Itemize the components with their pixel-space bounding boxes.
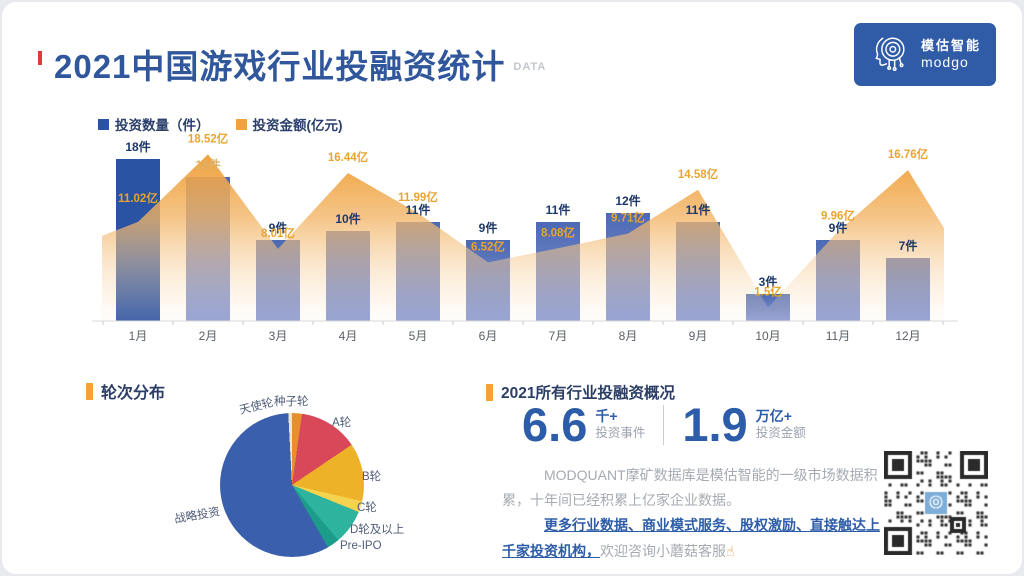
amount-value-label: 14.58亿 xyxy=(678,167,719,181)
bar-value-label: 11件 xyxy=(686,202,711,217)
brain-head-icon xyxy=(869,30,913,79)
stat-unit: 千+ xyxy=(595,408,618,424)
stat-investment-events: 6.6 千+ 投资事件 xyxy=(522,398,646,451)
bar-value-label: 3件 xyxy=(759,274,778,289)
legend-label-amount: 投资金额(亿元) xyxy=(252,118,343,133)
bar-value-label: 11件 xyxy=(546,202,571,217)
pie-label-6: Pre-IPO xyxy=(340,540,382,552)
x-axis-label: 12月 xyxy=(895,329,920,343)
legend-item-amount: 投资金额(亿元) xyxy=(235,114,343,134)
amount-value-label: 16.76亿 xyxy=(888,147,929,161)
bar-value-label: 11件 xyxy=(406,202,431,217)
x-axis-label: 4月 xyxy=(339,329,358,343)
pie-section-title: 轮次分布 xyxy=(101,385,166,402)
logo-name-en: modgo xyxy=(920,53,969,70)
amount-value-label: 9.71亿 xyxy=(611,211,645,225)
x-axis-label: 5月 xyxy=(409,329,428,343)
bar-value-label: 9件 xyxy=(479,220,498,235)
bar-value-label: 12件 xyxy=(615,193,640,208)
overview-section-header: 2021所有行业投融资概况 xyxy=(486,381,675,403)
x-axis-label: 6月 xyxy=(479,329,498,343)
round-distribution-pie-chart xyxy=(220,413,364,557)
overview-stats: 6.6 千+ 投资事件 1.9 万亿+ 投资金额 xyxy=(522,398,806,451)
amount-value-label: 11.02亿 xyxy=(118,191,158,205)
orange-bullet-icon xyxy=(86,382,93,400)
modgo-logo: 模估智能 modgo xyxy=(854,23,996,86)
stat-value: 6.6 xyxy=(522,398,588,451)
x-axis-label: 8月 xyxy=(619,329,638,343)
pie-label-7: 战略投资 xyxy=(173,506,221,526)
legend-swatch-orange xyxy=(235,118,247,130)
amount-value-label: 18.52亿 xyxy=(188,131,229,145)
red-accent-mark xyxy=(38,51,42,65)
page-title: 2021中国游戏行业投融资统计 DATA xyxy=(54,40,546,88)
monthly-combo-chart: 18件 16件 9件 10件 11件 9件 11件 12件 11件 3件 9件 7件 11.02亿 18.… xyxy=(92,131,958,343)
amount-value-label: 9.96亿 xyxy=(821,208,855,222)
cta-paragraph: 更多行业数据、商业模式服务、股权激励、直接触达上千家投资机构，欢迎咨询小蘑菇客服… xyxy=(502,513,884,563)
bar-value-label: 10件 xyxy=(335,211,360,226)
bar-value-label: 9件 xyxy=(269,220,288,235)
pie-section-header: 轮次分布 xyxy=(86,379,165,403)
pie-label-8: 天使轮 xyxy=(238,396,275,417)
stat-unit: 万亿+ xyxy=(755,408,792,424)
x-axis-label: 11月 xyxy=(826,329,850,343)
amount-area xyxy=(102,154,944,321)
x-axis-label: 7月 xyxy=(549,329,568,343)
orange-bullet-icon xyxy=(486,383,493,401)
bar-value-label: 7件 xyxy=(899,238,918,253)
amount-value-label: 16.44亿 xyxy=(328,150,369,164)
stat-investment-amount: 1.9 万亿+ 投资金额 xyxy=(682,398,806,451)
amount-value-label: 8.01亿 xyxy=(261,226,295,240)
pie-label-1: 种子轮 xyxy=(274,396,309,408)
amount-value-label: 8.08亿 xyxy=(541,225,575,239)
logo-name-cn: 模估智能 xyxy=(920,37,981,53)
legend-swatch-blue xyxy=(98,118,109,130)
overview-description: MODQUANT摩矿数据库是模估智能的一级市场数据积累，十年间已经积累上亿家企业… xyxy=(502,463,884,564)
qr-code xyxy=(884,451,988,555)
legend-item-count: 投资数量（件） xyxy=(98,114,210,134)
x-axis-label: 3月 xyxy=(269,329,288,343)
bar-value-label: 18件 xyxy=(125,139,150,154)
amount-value-label: 11.99亿 xyxy=(398,190,438,204)
bar-value-label: 16件 xyxy=(195,157,220,172)
pie-label-2: A轮 xyxy=(332,417,352,429)
stats-divider xyxy=(663,404,665,445)
chart-legend: 投资数量（件） 投资金额(亿元) xyxy=(98,114,343,134)
pie-label-3: B轮 xyxy=(362,471,382,483)
overview-section-title: 2021所有行业投融资概况 xyxy=(501,385,675,402)
pie-label-5: D轮及以上 xyxy=(350,524,405,536)
x-axis-label: 9月 xyxy=(689,329,708,343)
stat-label: 投资事件 xyxy=(595,426,646,441)
x-axis-label: 2月 xyxy=(199,329,218,343)
x-axis-label: 10月 xyxy=(755,329,780,343)
amount-value-label: 6.52亿 xyxy=(471,239,505,253)
pie-label-4: C轮 xyxy=(357,502,377,514)
cta-link-text[interactable]: 更多行业数据、商业模式服务、股权激励、直接触达上千家投资机构， xyxy=(502,517,880,559)
stat-label: 投资金额 xyxy=(755,426,806,441)
amount-value-label: 1.5亿 xyxy=(754,285,782,299)
legend-label-count: 投资数量（件） xyxy=(115,118,210,133)
x-axis-label: 1月 xyxy=(129,329,148,343)
page-title-text: 2021中国游戏行业投融资统计 xyxy=(54,48,506,85)
pointing-hand-icon: ☝ xyxy=(726,542,735,559)
stat-value: 1.9 xyxy=(682,398,748,451)
description-paragraph: MODQUANT摩矿数据库是模估智能的一级市场数据积累，十年间已经积累上亿家企业… xyxy=(502,467,878,509)
cta-tail-text: 欢迎咨询小蘑菇客服 xyxy=(600,542,726,559)
bar-value-label: 9件 xyxy=(829,220,848,235)
page-title-suffix: DATA xyxy=(513,61,547,73)
